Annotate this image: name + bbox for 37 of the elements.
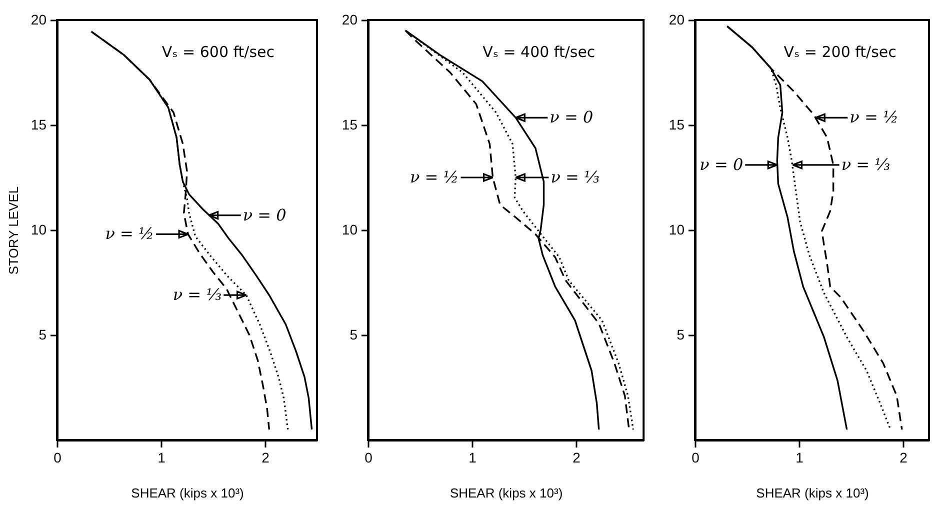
y-axis-title: STORY LEVEL xyxy=(6,186,21,275)
x-tick-label: 1 xyxy=(158,450,166,466)
x-tick-label: 1 xyxy=(796,450,804,466)
annotation: ν = 0 xyxy=(550,108,594,127)
text: Vₛ = 400 ft/sec xyxy=(482,43,596,61)
y-tick-label: 5 xyxy=(350,326,358,342)
annotation: ν = ⅓ xyxy=(172,285,222,304)
x-axis-title: SHEAR (kips x 10³) xyxy=(756,486,869,500)
x-tick-label: 0 xyxy=(692,450,700,466)
y-tick-label: 10 xyxy=(342,222,358,238)
x-axis-title: SHEAR (kips x 10³) xyxy=(450,486,563,500)
y-tick-label: 15 xyxy=(668,116,685,132)
text: Vₛ = 600 ft/sec xyxy=(162,43,275,61)
annotation: ν = 0 xyxy=(700,154,744,174)
x-tick-label: 2 xyxy=(900,450,908,466)
annotation: ν = ⅓ xyxy=(841,154,890,174)
x-tick-label: 2 xyxy=(572,450,581,466)
annotation: ν = ⅓ xyxy=(550,168,600,186)
y-tick-label: 15 xyxy=(30,116,47,132)
y-tick-label: 20 xyxy=(30,12,47,28)
y-tick-label: 10 xyxy=(30,222,47,238)
annotation: ν = ½ xyxy=(850,108,898,127)
x-tick-label: 1 xyxy=(468,450,477,466)
x-tick-label: 0 xyxy=(54,450,62,466)
annotation: ν = ½ xyxy=(410,168,459,186)
y-tick-label: 15 xyxy=(342,116,358,132)
x-axis-title: SHEAR (kips x 10³) xyxy=(131,486,244,500)
annotation: ν = ½ xyxy=(105,224,154,244)
y-tick-label: 20 xyxy=(342,12,358,28)
y-tick-label: 20 xyxy=(668,12,685,28)
y-tick-label: 5 xyxy=(38,326,47,342)
y-tick-label: 10 xyxy=(668,222,685,238)
text: Vₛ = 200 ft/sec xyxy=(784,43,896,61)
x-tick-label: 0 xyxy=(364,450,373,466)
y-tick-label: 5 xyxy=(676,326,685,342)
x-tick-label: 2 xyxy=(262,450,270,466)
annotation: ν = 0 xyxy=(242,205,286,224)
